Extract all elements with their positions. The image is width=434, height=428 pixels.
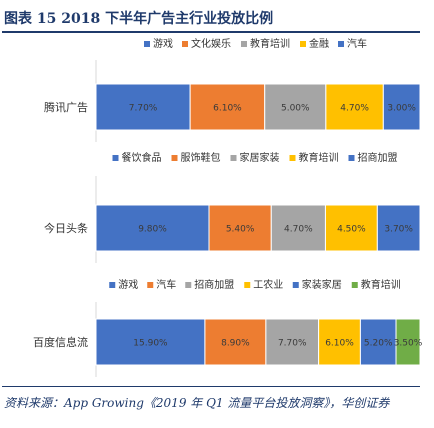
legend-swatch <box>351 282 358 288</box>
bar-segment <box>265 318 320 366</box>
data-label: 9.80% <box>138 225 167 235</box>
legend-label: 汽车 <box>347 37 367 50</box>
data-label: 7.70% <box>278 339 307 349</box>
legend-swatch <box>171 155 178 161</box>
bar-segment <box>324 204 378 252</box>
legend-swatch <box>230 155 237 161</box>
legend-swatch <box>348 155 355 161</box>
legend-swatch <box>241 41 247 47</box>
data-label: 7.70% <box>129 104 158 114</box>
legend-swatch <box>300 41 306 47</box>
bar-segment <box>395 318 421 366</box>
legend-swatch <box>244 282 251 288</box>
source-note: 资料来源：App Growing《2019 年 Q1 流量平台投放洞察》，华创证… <box>4 396 390 410</box>
bar-segment <box>95 204 210 252</box>
data-label: 4.70% <box>284 225 313 235</box>
legend-label: 招商加盟 <box>358 151 398 164</box>
legend-label: 汽车 <box>156 278 176 291</box>
legend-label: 金融 <box>309 37 329 50</box>
legend-label: 游戏 <box>118 278 138 291</box>
data-label: 8.90% <box>221 339 250 349</box>
bar-segment <box>325 83 384 131</box>
data-label: 5.00% <box>281 104 310 114</box>
legend-label: 工农业 <box>253 278 283 291</box>
legend-swatch <box>144 41 150 47</box>
category-label: 百度信息流 <box>33 335 88 349</box>
legend-swatch <box>185 282 192 288</box>
legend-swatch <box>292 282 299 288</box>
data-label: 3.50% <box>394 339 423 349</box>
legend-swatch <box>182 41 188 47</box>
bar-segment <box>95 318 206 366</box>
legend-label: 家装家居 <box>302 278 342 291</box>
legend-label: 文化娱乐 <box>191 37 231 50</box>
legend-swatch <box>112 155 119 161</box>
data-label: 5.40% <box>226 225 255 235</box>
chart-title: 图表 15 2018 下半年广告主行业投放比例 <box>4 11 274 27</box>
legend-label: 游戏 <box>153 37 173 50</box>
legend-swatch <box>289 155 296 161</box>
data-label: 3.00% <box>387 104 416 114</box>
legend-swatch <box>109 282 116 288</box>
data-label: 6.10% <box>325 339 354 349</box>
data-label: 3.70% <box>384 225 413 235</box>
legend-label: 教育培训 <box>299 151 339 164</box>
data-label: 6.10% <box>213 104 242 114</box>
data-label: 4.50% <box>337 225 366 235</box>
bar-segment <box>382 83 421 131</box>
legend-label: 餐饮食品 <box>122 151 162 164</box>
legend-swatch <box>147 282 154 288</box>
category-label: 今日头条 <box>44 221 88 235</box>
data-label: 5.20% <box>364 339 393 349</box>
legend-label: 家居家装 <box>240 151 280 164</box>
bar-segment <box>189 83 266 131</box>
bar-segment <box>264 83 327 131</box>
bar-segment <box>376 204 421 252</box>
source-divider <box>2 386 420 387</box>
category-label: 腾讯广告 <box>44 100 88 114</box>
legend-label: 教育培训 <box>361 278 401 291</box>
legend-label: 教育培训 <box>250 37 290 50</box>
bar-segment <box>95 83 191 131</box>
legend-label: 服饰鞋包 <box>181 151 221 164</box>
title-underline <box>2 31 420 33</box>
data-label: 4.70% <box>340 104 369 114</box>
data-label: 15.90% <box>133 339 168 349</box>
bar-segment <box>359 318 397 366</box>
legend-label: 招商加盟 <box>194 278 234 291</box>
legend-swatch <box>338 41 344 47</box>
